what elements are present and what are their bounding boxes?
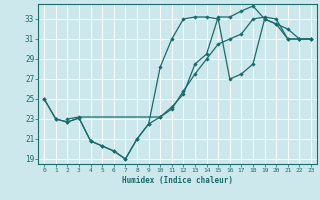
X-axis label: Humidex (Indice chaleur): Humidex (Indice chaleur) xyxy=(122,176,233,185)
